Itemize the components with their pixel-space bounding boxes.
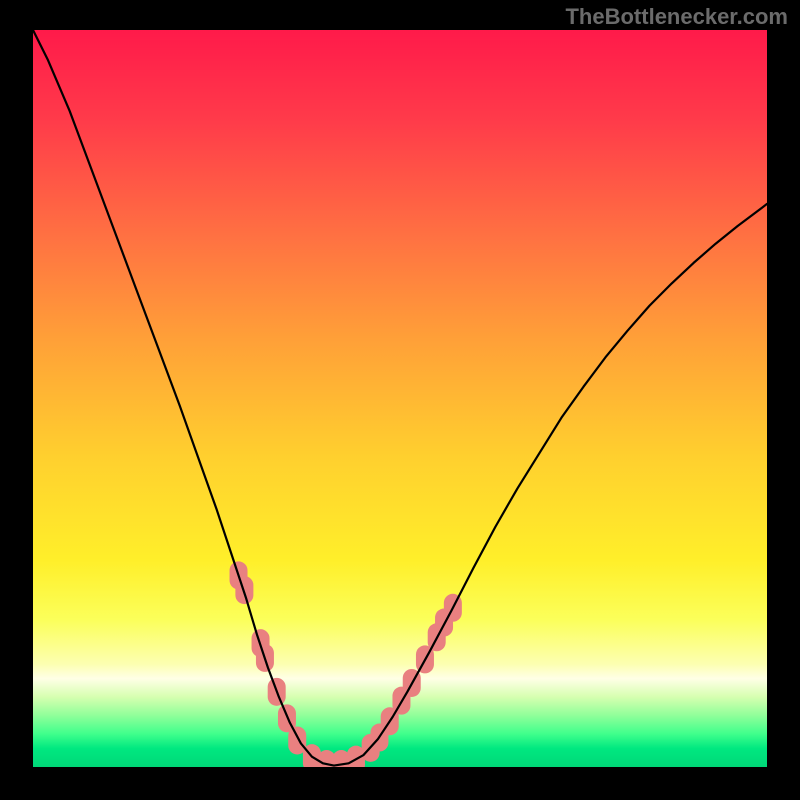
gradient-background bbox=[33, 30, 767, 767]
chart-plot-area bbox=[33, 30, 767, 767]
chart-svg bbox=[33, 30, 767, 767]
watermark-text: TheBottlenecker.com bbox=[565, 4, 788, 30]
